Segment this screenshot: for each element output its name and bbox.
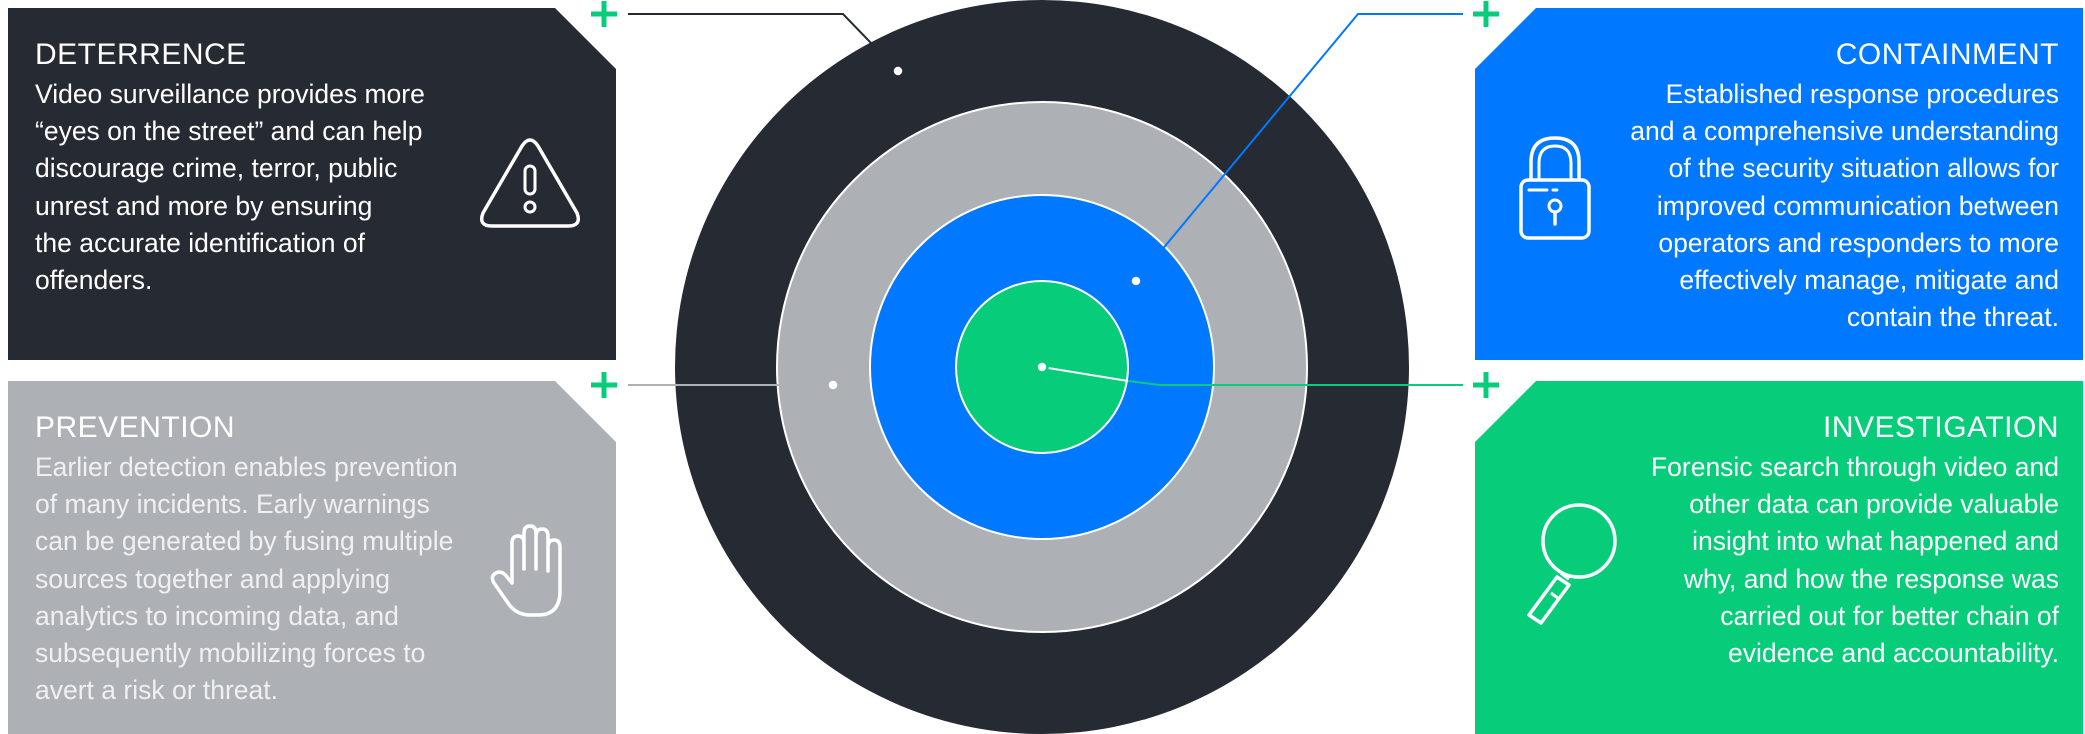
plus-icon xyxy=(591,1,617,27)
magnifier-icon xyxy=(1513,499,1623,629)
text-line: unrest and more by ensuring xyxy=(35,190,373,221)
text-line: the accurate identification of xyxy=(35,227,365,258)
text-line: insight into what happened and xyxy=(1692,526,2059,557)
connector-deterrence xyxy=(628,13,905,78)
prevention-text: Earlier detection enables prevention of … xyxy=(35,449,485,709)
text-line: can be generated by fusing multiple xyxy=(35,526,454,557)
hand-icon xyxy=(488,521,578,621)
plus-icon xyxy=(1473,1,1499,27)
connector-dot xyxy=(891,64,905,78)
text-line: Forensic search through video and xyxy=(1650,452,2059,482)
text-line: of many incidents. Early warnings xyxy=(35,489,430,520)
deterrence-panel: DETERRENCE Video surveillance provides m… xyxy=(8,8,616,360)
text-line: sources together and applying xyxy=(35,563,391,594)
text-line: avert a risk or threat. xyxy=(35,675,279,706)
deterrence-text: Video surveillance provides more “eyes o… xyxy=(35,76,445,299)
text-line: effectively manage, mitigate and xyxy=(1679,265,2059,296)
plus-markers xyxy=(591,1,1499,398)
plus-icon xyxy=(1473,372,1499,398)
text-line: operators and responders to more xyxy=(1658,227,2059,258)
padlock-icon xyxy=(1517,134,1593,244)
warning-icon xyxy=(478,136,582,234)
connector-dot xyxy=(1035,360,1049,374)
investigation-title: INVESTIGATION xyxy=(1823,411,2059,444)
investigation-text: Forensic search through video and other … xyxy=(1629,449,2059,672)
deterrence-title: DETERRENCE xyxy=(35,38,247,71)
text-line: why, and how the response was xyxy=(1683,563,2059,594)
text-line: of the security situation allows for xyxy=(1668,153,2059,184)
text-line: other data can provide valuable xyxy=(1689,489,2059,520)
text-line: offenders. xyxy=(35,265,153,296)
prevention-title: PREVENTION xyxy=(35,411,236,444)
containment-panel: CONTAINMENT Established response procedu… xyxy=(1475,8,2083,360)
text-line: subsequently mobilizing forces to xyxy=(35,638,426,669)
containment-title: CONTAINMENT xyxy=(1835,38,2059,71)
containment-text: Established response procedures and a co… xyxy=(1599,76,2059,336)
text-line: and a comprehensive understanding xyxy=(1630,116,2059,147)
text-line: “eyes on the street” and can help xyxy=(35,116,423,147)
text-line: Established response procedures xyxy=(1665,79,2059,109)
text-line: contain the threat. xyxy=(1846,302,2059,333)
connector-investigation xyxy=(1035,360,1463,386)
text-line: carried out for better chain of xyxy=(1720,600,2059,631)
text-line: improved communication between xyxy=(1656,190,2059,221)
text-line: analytics to incoming data, and xyxy=(35,600,399,631)
connector-dot xyxy=(1129,274,1143,288)
investigation-panel: INVESTIGATION Forensic search through vi… xyxy=(1475,381,2083,734)
prevention-panel: PREVENTION Earlier detection enables pre… xyxy=(8,381,616,734)
text-line: Video surveillance provides more xyxy=(35,79,425,109)
text-line: discourage crime, terror, public xyxy=(35,153,398,184)
text-line: Earlier detection enables prevention xyxy=(35,452,458,482)
connector-prevention xyxy=(628,378,840,392)
connector-containment xyxy=(1129,13,1463,288)
connector-dot xyxy=(826,378,840,392)
text-line: evidence and accountability. xyxy=(1728,638,2059,669)
plus-icon xyxy=(591,372,617,398)
